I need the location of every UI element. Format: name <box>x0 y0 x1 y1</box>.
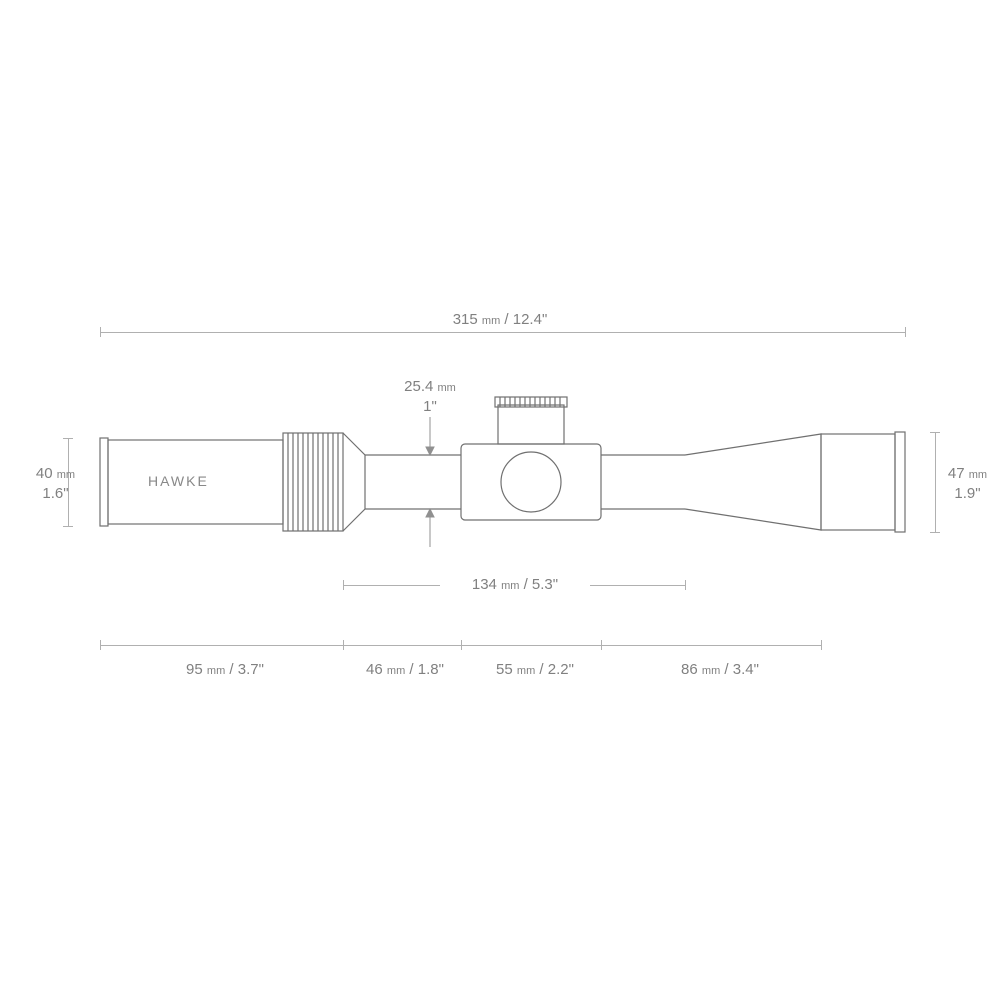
dim-right-height-label: 47 mm1.9" <box>940 464 995 503</box>
dim-seg3-label: 55 mm / 2.2" <box>475 660 595 680</box>
dim-right-height-line <box>935 432 936 532</box>
dim-seg4-label: 86 mm / 3.4" <box>650 660 790 680</box>
dim-tick <box>100 327 101 337</box>
scope-drawing <box>0 0 1000 1000</box>
dim-tick <box>461 640 462 650</box>
dim-seg1-label: 95 mm / 3.7" <box>155 660 295 680</box>
dim-tick <box>905 327 906 337</box>
dim-tick <box>601 640 602 650</box>
brand-label: HAWKE <box>148 473 209 489</box>
dim-tick <box>930 432 940 433</box>
dim-total-label: 315 mm / 12.4" <box>400 310 600 330</box>
dim-tube-label: 25.4 mm1" <box>395 377 465 416</box>
dim-tick <box>821 640 822 650</box>
dim-tick <box>100 640 101 650</box>
dim-tick <box>930 532 940 533</box>
dim-left-height-label: 40 mm1.6" <box>28 464 83 503</box>
dim-tick <box>63 526 73 527</box>
dim-total-line <box>100 332 905 333</box>
dim-tick <box>343 640 344 650</box>
dim-mount-label: 134 mm / 5.3" <box>440 575 590 595</box>
dim-tick <box>685 580 686 590</box>
diagram-canvas: HAWKE 315 mm / 12.4" 25.4 mm1" 40 mm1.6"… <box>0 0 1000 1000</box>
dim-tick <box>63 438 73 439</box>
dim-tick <box>343 580 344 590</box>
dim-seg2-label: 46 mm / 1.8" <box>345 660 465 680</box>
